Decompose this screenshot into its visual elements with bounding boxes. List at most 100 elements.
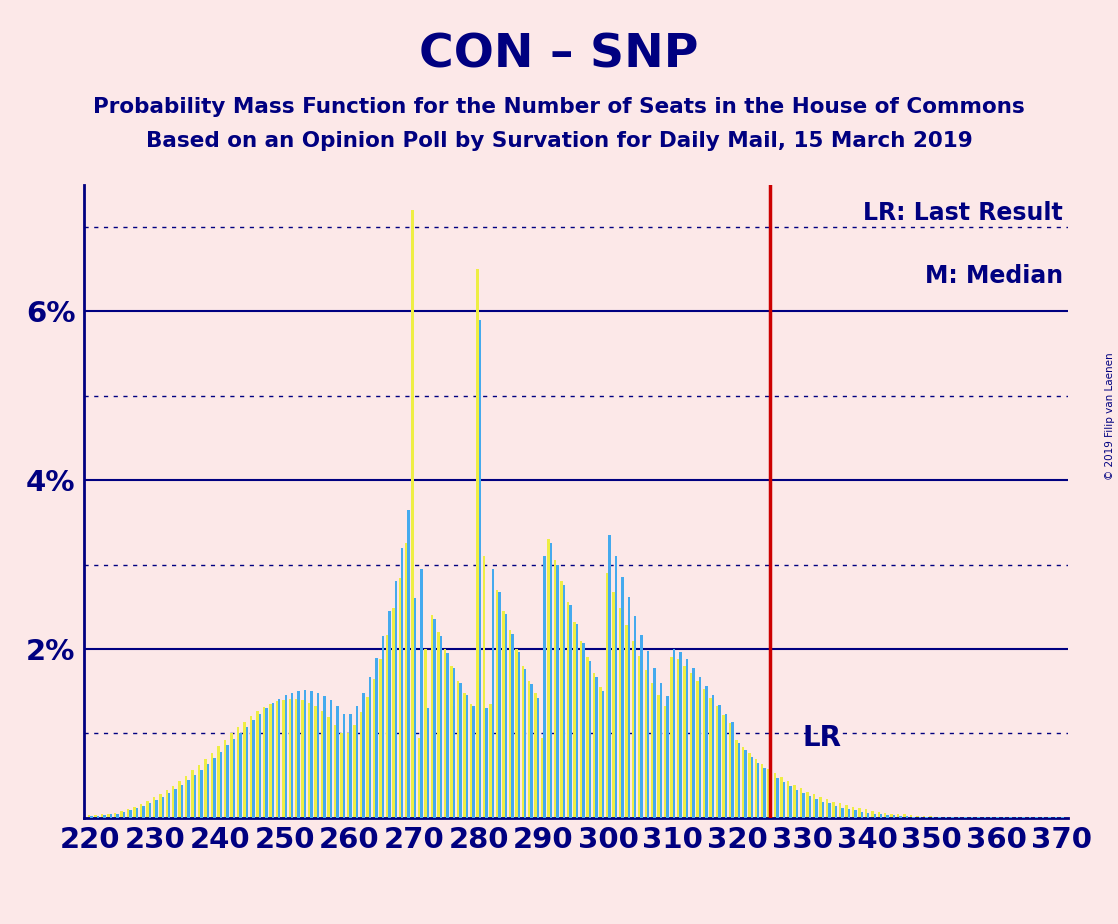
Bar bbox=[340, 734, 343, 818]
Bar bbox=[311, 691, 313, 818]
Bar bbox=[511, 634, 513, 818]
Bar bbox=[673, 649, 675, 818]
Bar bbox=[457, 681, 459, 818]
Bar bbox=[258, 714, 262, 818]
Bar bbox=[660, 683, 662, 818]
Bar bbox=[418, 737, 420, 818]
Bar bbox=[492, 569, 494, 818]
Bar bbox=[142, 806, 144, 818]
Bar bbox=[376, 658, 378, 818]
Bar bbox=[230, 734, 233, 818]
Bar bbox=[476, 269, 479, 818]
Bar bbox=[861, 812, 863, 818]
Bar bbox=[205, 759, 207, 818]
Bar bbox=[864, 809, 868, 818]
Bar bbox=[226, 745, 229, 818]
Bar bbox=[613, 591, 615, 818]
Bar bbox=[392, 608, 395, 818]
Bar bbox=[703, 689, 705, 818]
Bar bbox=[168, 794, 170, 818]
Bar bbox=[430, 615, 434, 818]
Bar bbox=[709, 698, 712, 818]
Bar bbox=[386, 636, 388, 818]
Bar bbox=[560, 581, 562, 818]
Bar bbox=[381, 637, 385, 818]
Bar bbox=[446, 653, 448, 818]
Bar bbox=[451, 666, 453, 818]
Bar bbox=[897, 814, 899, 818]
Bar bbox=[903, 814, 906, 818]
Bar bbox=[161, 796, 164, 818]
Bar bbox=[618, 608, 622, 818]
Bar bbox=[729, 723, 731, 818]
Bar bbox=[569, 605, 571, 818]
Bar bbox=[595, 676, 598, 818]
Bar bbox=[534, 693, 537, 818]
Bar bbox=[794, 784, 796, 818]
Text: © 2019 Filip van Laenen: © 2019 Filip van Laenen bbox=[1106, 352, 1115, 480]
Bar bbox=[459, 683, 462, 818]
Bar bbox=[165, 790, 168, 818]
Bar bbox=[253, 720, 255, 818]
Bar bbox=[543, 556, 546, 818]
Bar bbox=[314, 706, 316, 818]
Bar bbox=[463, 693, 466, 818]
Bar bbox=[179, 781, 181, 818]
Bar bbox=[738, 744, 740, 818]
Bar bbox=[362, 693, 364, 818]
Bar bbox=[917, 816, 919, 818]
Bar bbox=[761, 764, 764, 818]
Bar bbox=[787, 782, 789, 818]
Bar bbox=[632, 640, 634, 818]
Bar bbox=[479, 320, 481, 818]
Bar bbox=[731, 723, 733, 818]
Bar bbox=[521, 666, 524, 818]
Bar bbox=[557, 565, 559, 818]
Bar bbox=[97, 816, 100, 818]
Text: Based on an Opinion Poll by Survation for Daily Mail, 15 March 2019: Based on an Opinion Poll by Survation fo… bbox=[145, 131, 973, 152]
Bar bbox=[906, 816, 908, 818]
Bar bbox=[783, 783, 785, 818]
Bar bbox=[272, 703, 274, 818]
Bar bbox=[174, 789, 177, 818]
Bar bbox=[499, 591, 501, 818]
Bar bbox=[822, 802, 824, 818]
Bar bbox=[819, 796, 822, 818]
Bar bbox=[114, 813, 116, 818]
Bar bbox=[88, 815, 91, 818]
Bar bbox=[699, 676, 701, 818]
Text: LR: LR bbox=[803, 723, 842, 751]
Text: M: Median: M: Median bbox=[925, 264, 1063, 288]
Bar bbox=[330, 700, 332, 818]
Bar bbox=[110, 814, 112, 818]
Bar bbox=[922, 816, 926, 818]
Bar bbox=[295, 699, 297, 818]
Bar bbox=[470, 704, 472, 818]
Bar bbox=[101, 814, 103, 818]
Bar bbox=[321, 711, 323, 818]
Bar bbox=[868, 813, 870, 818]
Bar bbox=[541, 737, 543, 818]
Bar bbox=[653, 667, 656, 818]
Bar bbox=[524, 669, 527, 818]
Bar bbox=[647, 651, 650, 818]
Bar bbox=[444, 649, 446, 818]
Bar bbox=[757, 763, 759, 818]
Bar bbox=[755, 759, 757, 818]
Bar bbox=[395, 581, 397, 818]
Bar bbox=[586, 657, 589, 818]
Bar bbox=[502, 611, 504, 818]
Bar bbox=[641, 635, 643, 818]
Bar bbox=[748, 753, 750, 818]
Bar bbox=[574, 622, 576, 818]
Bar bbox=[796, 790, 798, 818]
Bar bbox=[291, 693, 293, 818]
Bar bbox=[434, 619, 436, 818]
Bar bbox=[854, 810, 856, 818]
Bar bbox=[601, 691, 604, 818]
Bar bbox=[184, 775, 188, 818]
Bar bbox=[181, 784, 183, 818]
Bar bbox=[873, 813, 877, 818]
Bar bbox=[685, 659, 689, 818]
Bar bbox=[485, 708, 487, 818]
